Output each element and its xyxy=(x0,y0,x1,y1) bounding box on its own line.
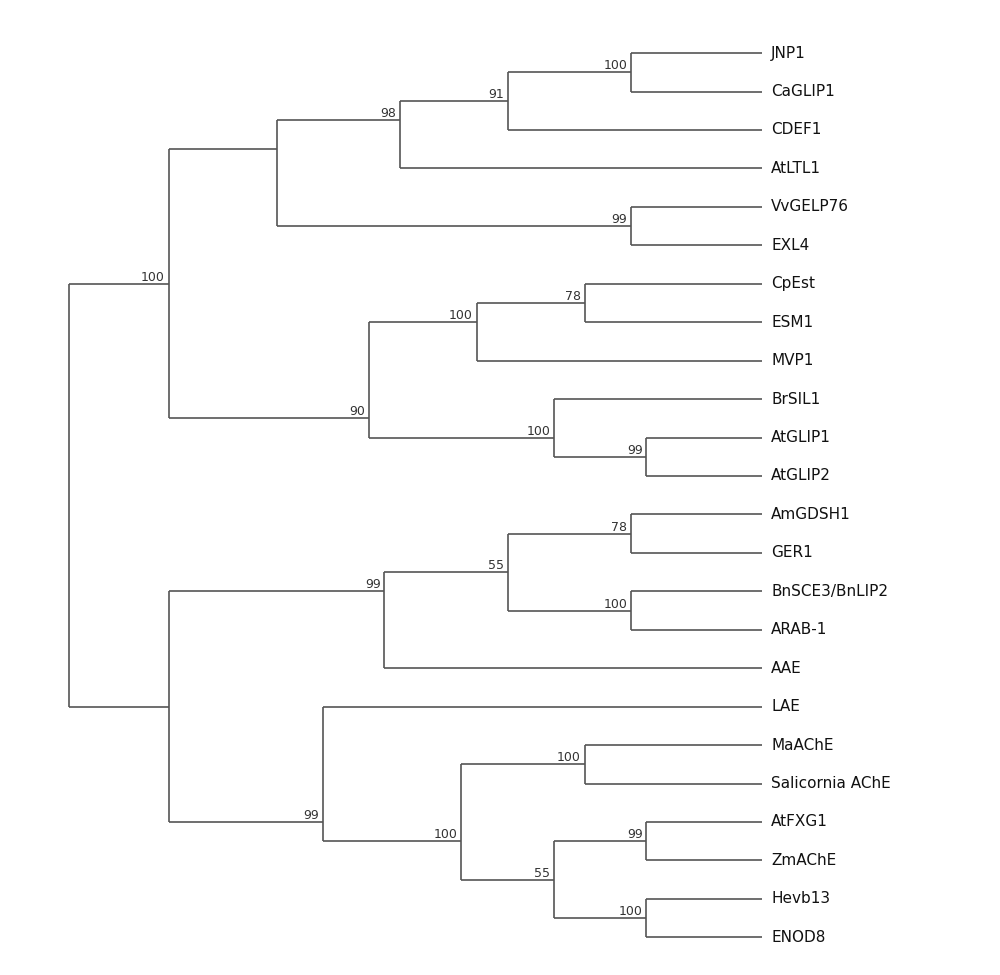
Text: ZmAChE: ZmAChE xyxy=(771,853,836,868)
Text: AtGLIP1: AtGLIP1 xyxy=(771,430,831,445)
Text: EXL4: EXL4 xyxy=(771,238,809,253)
Text: ARAB-1: ARAB-1 xyxy=(771,622,828,638)
Text: Salicornia AChE: Salicornia AChE xyxy=(771,776,891,791)
Text: AtLTL1: AtLTL1 xyxy=(771,161,821,176)
Text: AAE: AAE xyxy=(771,661,802,676)
Text: 100: 100 xyxy=(141,271,165,284)
Text: 100: 100 xyxy=(603,598,627,610)
Text: ESM1: ESM1 xyxy=(771,315,813,330)
Text: BnSCE3/BnLIP2: BnSCE3/BnLIP2 xyxy=(771,584,888,599)
Text: 100: 100 xyxy=(557,752,581,764)
Text: Hevb13: Hevb13 xyxy=(771,891,830,907)
Text: AtFXG1: AtFXG1 xyxy=(771,814,828,830)
Text: 55: 55 xyxy=(488,559,504,572)
Text: ENOD8: ENOD8 xyxy=(771,930,826,945)
Text: 100: 100 xyxy=(603,59,627,72)
Text: BrSIL1: BrSIL1 xyxy=(771,392,820,407)
Text: VvGELP76: VvGELP76 xyxy=(771,199,849,214)
Text: AmGDSH1: AmGDSH1 xyxy=(771,507,851,522)
Text: LAE: LAE xyxy=(771,699,800,714)
Text: 99: 99 xyxy=(627,444,643,456)
Text: 55: 55 xyxy=(534,867,550,879)
Text: CpEst: CpEst xyxy=(771,276,815,292)
Text: GER1: GER1 xyxy=(771,545,813,561)
Text: 100: 100 xyxy=(434,828,458,841)
Text: 99: 99 xyxy=(611,214,627,226)
Text: 91: 91 xyxy=(488,88,504,101)
Text: 99: 99 xyxy=(303,809,319,822)
Text: 99: 99 xyxy=(627,828,643,841)
Text: 99: 99 xyxy=(365,578,381,591)
Text: JNP1: JNP1 xyxy=(771,46,806,60)
Text: 100: 100 xyxy=(526,424,550,438)
Text: 78: 78 xyxy=(611,521,627,533)
Text: CDEF1: CDEF1 xyxy=(771,123,822,137)
Text: 100: 100 xyxy=(449,309,473,322)
Text: 100: 100 xyxy=(619,905,643,918)
Text: AtGLIP2: AtGLIP2 xyxy=(771,468,831,484)
Text: 90: 90 xyxy=(349,406,365,418)
Text: MaAChE: MaAChE xyxy=(771,737,834,753)
Text: 78: 78 xyxy=(565,290,581,303)
Text: 98: 98 xyxy=(380,107,396,120)
Text: CaGLIP1: CaGLIP1 xyxy=(771,84,835,99)
Text: MVP1: MVP1 xyxy=(771,353,814,369)
